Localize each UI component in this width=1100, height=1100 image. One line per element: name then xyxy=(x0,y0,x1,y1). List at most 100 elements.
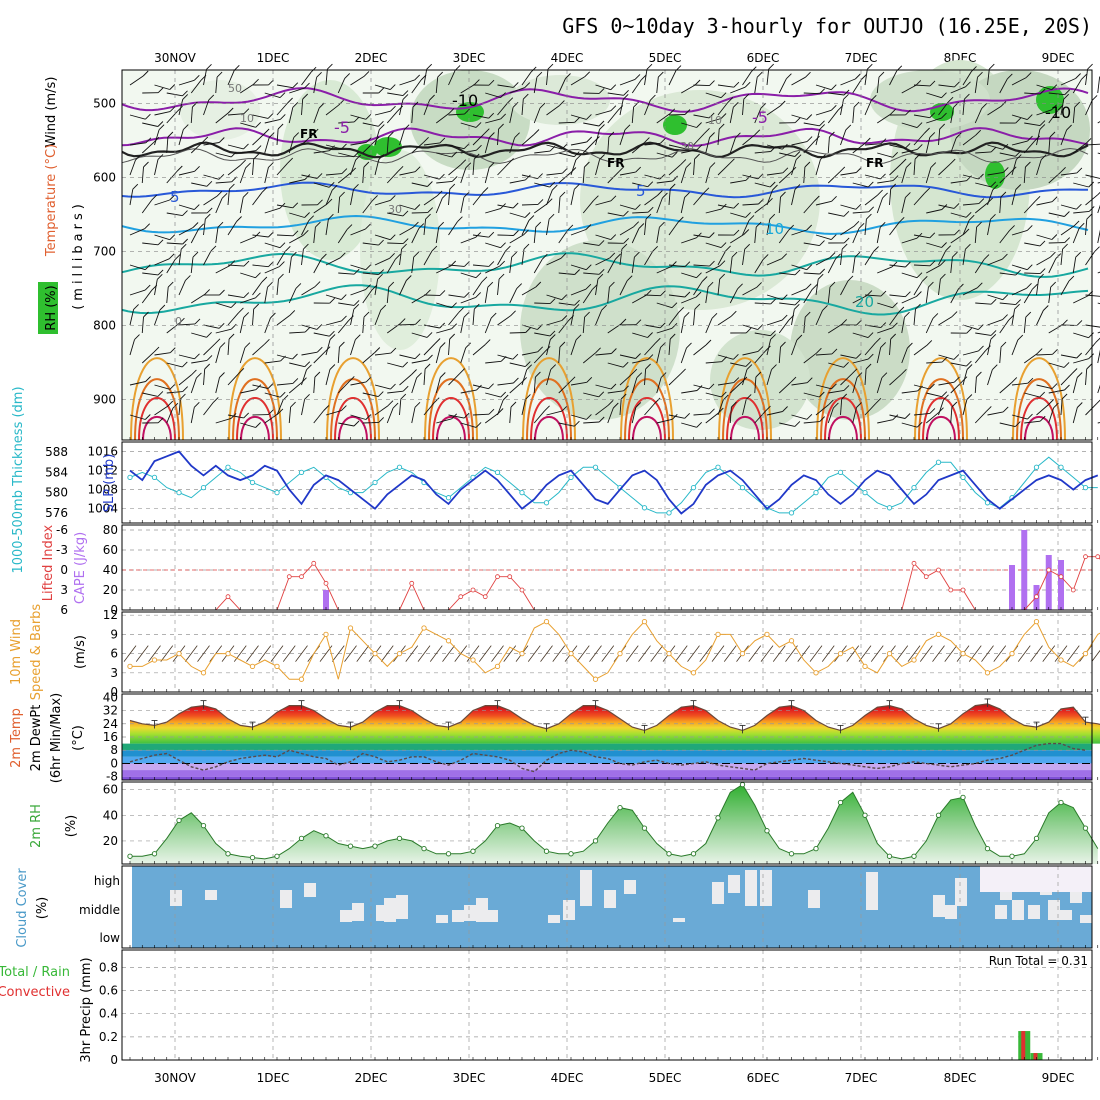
wind-barb-flag xyxy=(153,346,160,353)
wind-barb xyxy=(460,197,465,214)
wind-barb xyxy=(534,182,550,188)
date-label-bottom: 9DEC xyxy=(1042,1071,1075,1085)
wind-barb-flag xyxy=(965,81,971,88)
wind-barb-flag xyxy=(904,311,910,318)
wind-barb-10m xyxy=(932,645,945,662)
wind-barb-flag xyxy=(179,317,185,324)
data-point xyxy=(788,510,795,516)
wind-barb-flag xyxy=(757,324,764,330)
wind-barb xyxy=(619,78,636,86)
wind-barb xyxy=(301,174,318,179)
wind-barb-flag xyxy=(525,327,532,333)
wind-barb xyxy=(485,118,501,124)
wind-barb-flag xyxy=(498,123,504,130)
wind-barb-flag xyxy=(858,222,865,229)
y-tick: 8 xyxy=(110,743,118,757)
wind-barb-flag xyxy=(951,401,958,408)
surface-temperature-contour xyxy=(914,357,968,441)
wind-barb xyxy=(521,134,535,146)
wind-barb xyxy=(766,105,781,116)
temperature-contour xyxy=(121,181,1089,199)
wind-barb-flag xyxy=(855,167,862,173)
wind-barb xyxy=(497,84,514,88)
wind-barb-flag xyxy=(487,281,494,288)
wind-barb-flag xyxy=(255,384,262,391)
wind-barb xyxy=(203,343,216,356)
wind-barb-flag xyxy=(659,221,665,228)
wind-barb-flag xyxy=(621,243,628,250)
wind-barb xyxy=(950,288,959,304)
data-point xyxy=(311,560,317,566)
wind-barb-flag xyxy=(1060,166,1066,173)
wind-barb-flag xyxy=(782,406,788,412)
wind-barb xyxy=(889,311,900,326)
data-point xyxy=(666,851,672,857)
wind-barb-flag xyxy=(640,74,647,81)
wind-barb-flag xyxy=(830,84,837,91)
wind-barb-flag xyxy=(526,364,533,371)
wind-barb-flag xyxy=(317,199,323,206)
wind-barb-flag xyxy=(460,159,467,166)
wind-barb-flag xyxy=(267,383,274,389)
wind-barb xyxy=(778,171,792,184)
wind-barb xyxy=(448,189,451,206)
date-label-bottom: 1DEC xyxy=(257,1071,290,1085)
wind-barb xyxy=(570,76,585,86)
wind-barb xyxy=(595,234,611,241)
wind-barb-10m xyxy=(160,645,174,662)
data-point xyxy=(666,650,672,657)
wind-barb xyxy=(350,381,367,386)
data-point xyxy=(1082,825,1089,831)
surface-temperature-contour xyxy=(820,378,866,441)
wind-barb xyxy=(460,317,465,334)
wind-barb-flag xyxy=(845,124,852,131)
wind-barb xyxy=(509,137,516,154)
wind-barb xyxy=(950,180,967,184)
wind-barb-flag xyxy=(985,406,992,412)
wind-barb-flag xyxy=(1026,264,1033,271)
wind-barb-flag xyxy=(975,129,982,136)
wind-barb xyxy=(619,373,633,386)
data-point xyxy=(617,804,623,811)
data-point xyxy=(911,657,917,663)
wind-barb xyxy=(301,133,314,146)
wind-barb xyxy=(950,406,953,424)
wind-barb-flag xyxy=(437,71,444,78)
wind-barb-10m xyxy=(344,645,357,662)
wind-barb xyxy=(1085,294,1100,297)
wind-barb xyxy=(840,249,843,266)
wind-barb xyxy=(411,79,422,94)
wind-barb-flag xyxy=(402,210,409,217)
wind-barb xyxy=(546,172,563,176)
wind-barb xyxy=(876,227,881,244)
date-axis-bottom: 30NOV 1DEC 2DEC 3DEC 4DEC 5DEC 6DEC 7DEC 8DEC 9DE… xyxy=(154,1071,1074,1085)
wind-barb xyxy=(289,362,305,368)
wind-barb xyxy=(325,190,333,206)
wind-barb-10m xyxy=(331,645,345,662)
wind-barb-flag xyxy=(133,304,139,310)
ylabel-precip-unit: 3hr Precip (mm) xyxy=(79,957,94,1062)
wind-barb xyxy=(974,202,988,214)
wind-barb xyxy=(129,309,135,326)
wind-barb xyxy=(950,212,967,218)
data-point xyxy=(739,650,746,657)
wind-barb xyxy=(558,422,575,427)
wind-barb-flag xyxy=(652,245,659,252)
wind-barb-flag xyxy=(990,146,997,153)
wind-barb xyxy=(962,350,979,356)
wind-barb-flag xyxy=(990,298,997,305)
wind-barb xyxy=(362,122,379,127)
wind-barb-flag xyxy=(924,127,930,134)
wind-barb xyxy=(1085,100,1093,116)
wind-barb-flag xyxy=(1002,253,1008,260)
wind-barb-flag xyxy=(703,187,710,194)
surface-temperature-contour xyxy=(522,357,576,441)
wind-barb-flag xyxy=(745,212,751,218)
wind-barb-10m xyxy=(123,645,137,662)
wind-barb-flag xyxy=(255,121,262,128)
wind-barb-flag xyxy=(192,251,199,258)
wind-barb xyxy=(901,122,918,129)
wind-barb xyxy=(962,287,978,296)
wind-barb-flag xyxy=(253,303,260,310)
wind-barb xyxy=(644,219,647,236)
